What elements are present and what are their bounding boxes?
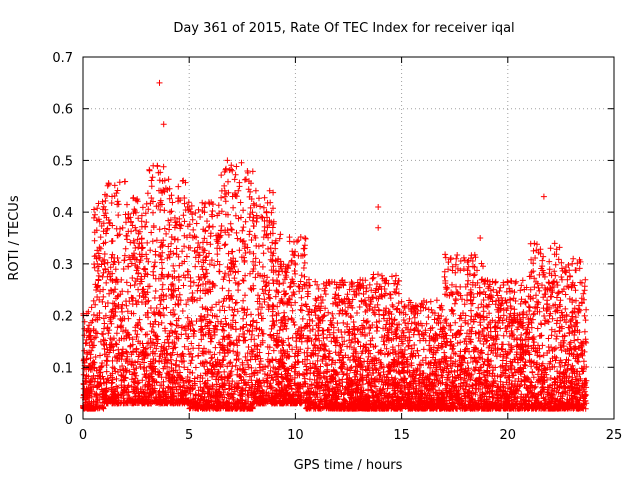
y-tick-label: 0.5 [52, 154, 73, 169]
y-tick-label: 0 [65, 413, 73, 428]
y-tick-label: 0.7 [52, 51, 73, 66]
x-tick-label: 25 [606, 428, 623, 443]
x-tick-label: 20 [500, 428, 517, 443]
x-tick-label: 10 [287, 428, 304, 443]
x-tick-label: 0 [79, 428, 87, 443]
x-tick-label: 5 [185, 428, 193, 443]
y-axis-ticks: 0 0.1 0.2 0.3 0.4 0.5 0.6 0.7 [52, 51, 614, 428]
y-axis-label: ROTI / TECUs [7, 195, 22, 280]
y-tick-label: 0.6 [52, 103, 73, 118]
y-tick-label: 0.2 [52, 310, 73, 325]
x-tick-label: 15 [393, 428, 410, 443]
y-tick-label: 0.3 [52, 258, 73, 273]
x-axis-ticks: 0 5 10 15 20 25 [79, 57, 622, 443]
x-axis-label: GPS time / hours [294, 458, 403, 473]
data-points [80, 79, 590, 412]
plot-frame [82, 56, 615, 420]
chart-title: Day 361 of 2015, Rate Of TEC Index for r… [173, 21, 514, 36]
y-tick-label: 0.1 [52, 361, 73, 376]
y-tick-label: 0.4 [52, 206, 73, 221]
scatter-markers [80, 79, 590, 412]
